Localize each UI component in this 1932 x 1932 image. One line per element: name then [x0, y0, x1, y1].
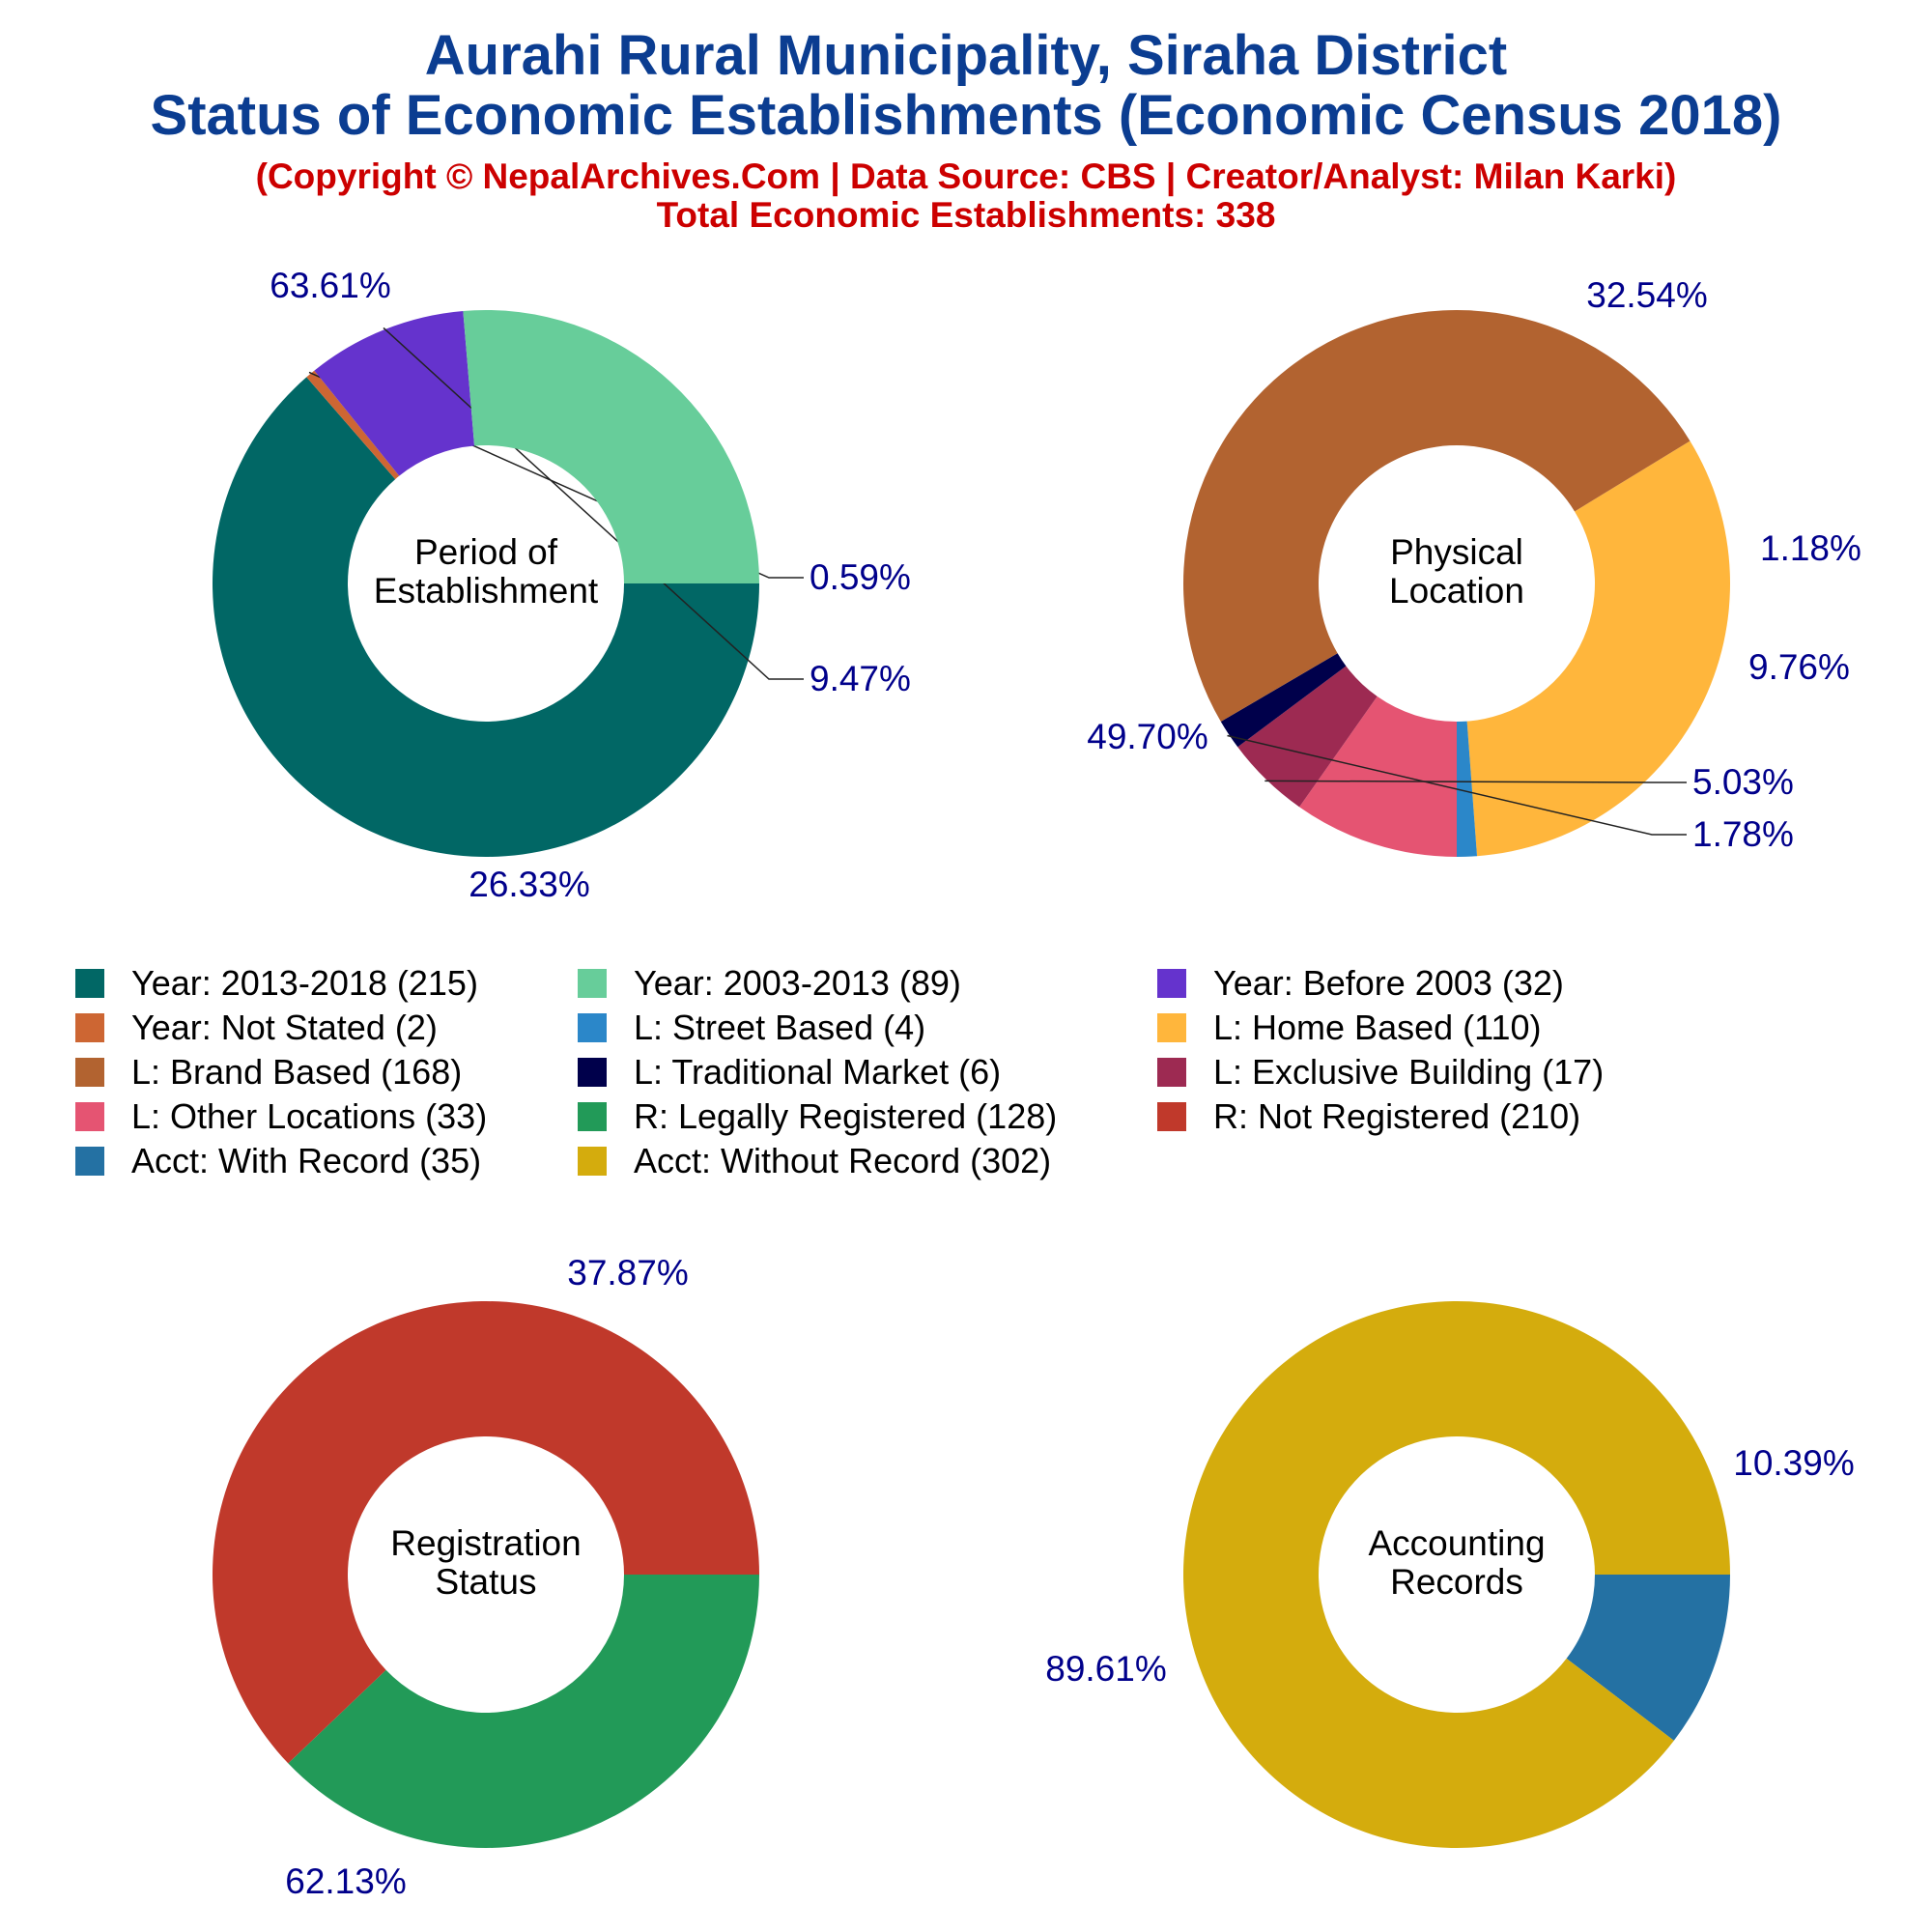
- legend-label: L: Traditional Market (6): [634, 1052, 1002, 1092]
- center-label-2-2: Location: [1389, 571, 1524, 611]
- legend-label: R: Legally Registered (128): [634, 1096, 1058, 1136]
- legend-swatch: [578, 1147, 607, 1176]
- legend-swatch: [578, 1102, 607, 1131]
- chart-subtitle-copyright: (Copyright © NepalArchives.Com | Data So…: [255, 156, 1677, 196]
- slice-label-4-2: 89.61%: [1045, 1649, 1167, 1689]
- slice-label-2-3: 9.76%: [1748, 647, 1850, 687]
- slice-label-4-1: 10.39%: [1733, 1443, 1855, 1483]
- center-label-1-2: Establishment: [374, 571, 599, 611]
- legend-swatch: [578, 1013, 607, 1042]
- chart-title-line2: Status of Economic Establishments (Econo…: [150, 84, 1782, 147]
- legend-swatch: [1157, 1013, 1186, 1042]
- slice-1-4: [463, 310, 759, 583]
- center-label-3-2: Status: [436, 1562, 537, 1602]
- slice-label-3-1: 37.87%: [567, 1253, 689, 1293]
- leader-line-2-5: [1227, 734, 1687, 836]
- slice-4-2: [1183, 1301, 1730, 1849]
- slice-2-1: [1466, 440, 1730, 857]
- legend-swatch: [75, 1102, 104, 1131]
- legend-swatch: [1157, 1102, 1186, 1131]
- slice-2-4: [1237, 666, 1378, 808]
- legend-label: Acct: With Record (35): [131, 1141, 482, 1180]
- legend-label: Year: Before 2003 (32): [1213, 963, 1564, 1003]
- legend-label: L: Other Locations (33): [131, 1096, 488, 1136]
- slice-3-2: [212, 1300, 759, 1764]
- center-label-3-1: Registration: [390, 1523, 581, 1563]
- slice-label-1-1: 63.61%: [270, 266, 391, 305]
- center-label-4-2: Records: [1390, 1562, 1523, 1602]
- center-label-4-1: Accounting: [1368, 1523, 1545, 1563]
- legend-swatch: [578, 1058, 607, 1087]
- slice-3-1: [288, 1575, 759, 1848]
- donut-chart-2: 32.54% 1.18% 9.76% 5.03% 1.78% 49.70% Physical…: [1087, 275, 1861, 857]
- legend-label: L: Brand Based (168): [131, 1052, 463, 1092]
- slice-1-1: [213, 377, 759, 857]
- center-label-1-1: Period of: [414, 532, 558, 572]
- legend-swatch: [1157, 969, 1186, 998]
- center-label-2-1: Physical: [1390, 532, 1523, 572]
- slice-2-2: [1457, 721, 1478, 857]
- slice-4-1: [1566, 1575, 1730, 1741]
- legend-swatch: [75, 1058, 104, 1087]
- legend-label: Year: Not Stated (2): [131, 1008, 438, 1047]
- slice-label-1-2: 0.59%: [810, 557, 911, 597]
- legend-swatch: [75, 1147, 104, 1176]
- slice-2-5: [1220, 653, 1347, 748]
- chart-title-line1: Aurahi Rural Municipality, Siraha Distri…: [424, 24, 1508, 87]
- slice-label-2-5: 1.78%: [1692, 814, 1794, 854]
- legend-label: Acct: Without Record (302): [634, 1141, 1052, 1180]
- legend-label: Year: 2003-2013 (89): [634, 963, 961, 1003]
- slice-label-1-3: 9.47%: [810, 659, 911, 698]
- slice-2-6: [1182, 309, 1690, 723]
- slice-2-3: [1299, 696, 1457, 857]
- legend-swatch: [75, 969, 104, 998]
- slice-label-2-1: 32.54%: [1586, 275, 1708, 315]
- slice-label-1-4: 26.33%: [469, 865, 590, 904]
- legend-swatch: [578, 969, 607, 998]
- slice-label-2-6: 49.70%: [1087, 717, 1208, 756]
- legend-label: L: Street Based (4): [634, 1008, 926, 1047]
- slice-1-2: [306, 370, 400, 480]
- legend-label: R: Not Registered (210): [1213, 1096, 1581, 1136]
- legend-swatch: [75, 1013, 104, 1042]
- legend-label: L: Exclusive Building (17): [1213, 1052, 1605, 1092]
- legend-label: L: Home Based (110): [1213, 1008, 1542, 1047]
- slice-label-2-2: 1.18%: [1760, 528, 1861, 568]
- legend-label: Year: 2013-2018 (215): [131, 963, 478, 1003]
- legend-swatch: [1157, 1058, 1186, 1087]
- slice-1-3: [314, 310, 475, 476]
- chart-subtitle-total: Total Economic Establishments: 338: [656, 195, 1276, 235]
- slice-label-3-2: 62.13%: [285, 1861, 407, 1901]
- donut-chart-1: 63.61% 0.59% 9.47% 26.33% Period ofEstablish…: [213, 266, 911, 904]
- leader-line-2-4: [1264, 780, 1687, 783]
- slice-label-2-4: 5.03%: [1692, 762, 1794, 802]
